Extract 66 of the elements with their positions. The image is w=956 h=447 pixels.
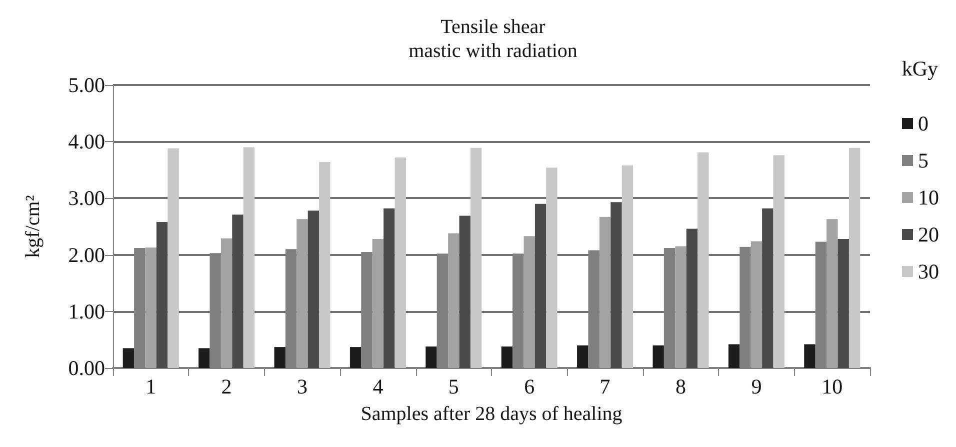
bar xyxy=(686,228,698,368)
legend-label: 5 xyxy=(918,148,928,172)
bar xyxy=(750,241,762,368)
x-tick-label: 6 xyxy=(524,374,535,398)
bar xyxy=(350,347,362,368)
bar xyxy=(838,238,849,368)
chart-title: Tensile shear xyxy=(440,16,546,38)
bar xyxy=(599,216,611,368)
y-tick-label: 1.00 xyxy=(68,299,105,324)
x-axis-title: Samples after 28 days of healing xyxy=(360,403,622,425)
bar xyxy=(122,348,134,368)
bar xyxy=(773,155,784,368)
y-tick-label: 0.00 xyxy=(68,356,105,380)
bar xyxy=(762,208,774,368)
bar xyxy=(232,214,244,368)
bar xyxy=(198,348,210,368)
bar xyxy=(826,219,838,368)
bar xyxy=(622,165,634,368)
bar xyxy=(372,238,384,368)
y-axis-title: kgf/cm² xyxy=(22,195,44,258)
bar xyxy=(698,152,709,368)
x-tick-label: 10 xyxy=(822,374,843,398)
bar xyxy=(728,344,740,368)
x-tick-label: 1 xyxy=(146,374,156,398)
bar xyxy=(675,246,686,368)
x-tick-label: 4 xyxy=(372,374,384,398)
bar xyxy=(220,238,232,368)
x-tick-label: 7 xyxy=(600,374,610,398)
bar xyxy=(156,222,168,368)
bar xyxy=(296,219,308,368)
bar xyxy=(470,148,482,368)
legend-label: 0 xyxy=(918,112,928,136)
legend-label: 30 xyxy=(918,260,939,284)
bar xyxy=(319,162,330,368)
bar xyxy=(448,233,460,368)
legend-title: kGy xyxy=(902,56,938,80)
x-tick-label: 5 xyxy=(448,374,459,398)
bar xyxy=(501,346,513,368)
bar xyxy=(243,147,255,368)
bar xyxy=(426,346,437,368)
x-tick-label: 2 xyxy=(221,374,232,398)
bar xyxy=(384,208,395,368)
bar xyxy=(274,347,286,368)
bar xyxy=(804,344,816,368)
y-tick-label: 3.00 xyxy=(68,186,105,210)
x-tick-label: 9 xyxy=(751,374,762,398)
bar xyxy=(145,247,156,368)
y-tick-label: 2.00 xyxy=(68,242,105,267)
x-tick-label: 3 xyxy=(297,374,308,398)
legend-label: 10 xyxy=(918,186,939,210)
bar xyxy=(577,345,588,368)
bar xyxy=(394,157,406,368)
legend-label: 20 xyxy=(918,222,939,246)
bar xyxy=(546,168,558,368)
bar xyxy=(534,204,546,368)
bar xyxy=(652,345,664,368)
x-tick-label: 8 xyxy=(676,374,686,398)
bar xyxy=(168,148,179,368)
bar xyxy=(524,236,535,368)
bar xyxy=(610,202,622,368)
bar xyxy=(308,210,320,368)
bar xyxy=(459,216,470,368)
y-tick-label: 4.00 xyxy=(68,130,105,154)
chart-subtitle: mastic with radiation xyxy=(408,40,578,62)
bar xyxy=(848,148,860,368)
y-tick-label: 5.00 xyxy=(68,73,105,97)
